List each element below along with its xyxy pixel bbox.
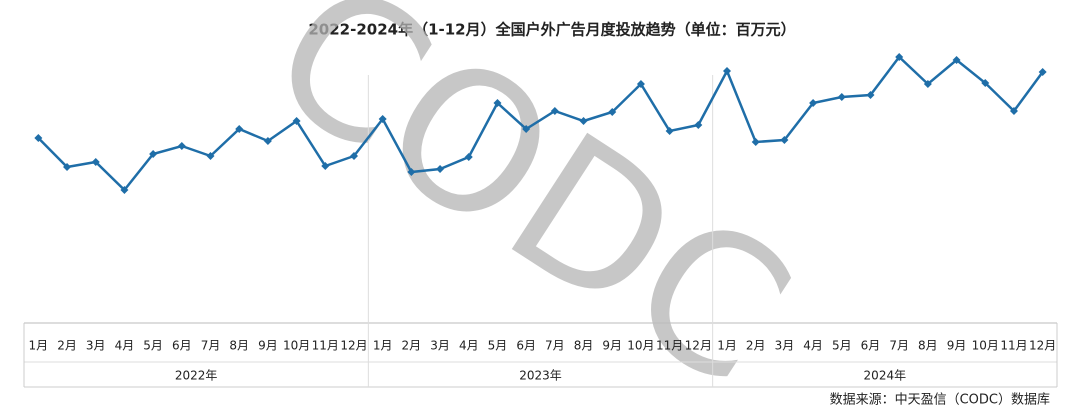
data-point	[436, 165, 445, 173]
x-tick-label: 12月	[1029, 339, 1056, 353]
x-tick-label: 8月	[918, 339, 938, 353]
x-tick-label: 2月	[402, 339, 422, 353]
x-tick-label: 4月	[459, 339, 479, 353]
data-point	[235, 125, 244, 133]
x-tick-label: 9月	[602, 339, 622, 353]
data-point	[349, 152, 358, 160]
data-point	[321, 162, 330, 170]
data-point	[407, 168, 416, 176]
data-point	[981, 79, 990, 87]
series-line	[37, 55, 1044, 192]
data-point	[378, 115, 387, 123]
x-tick-label: 11月	[1000, 339, 1027, 353]
x-tick-label: 10月	[972, 339, 999, 353]
source-note: 数据来源：中天盈信（CODC）数据库	[830, 392, 1050, 408]
x-tick-label: 2月	[57, 339, 77, 353]
x-tick-label: 7月	[545, 339, 565, 353]
data-point	[1038, 68, 1047, 76]
x-tick-label: 10月	[627, 339, 654, 353]
x-tick-label: 6月	[172, 339, 192, 353]
x-tick-label: 4月	[115, 339, 135, 353]
x-tick-label: 2月	[746, 339, 766, 353]
x-tick-label: 12月	[685, 339, 712, 353]
data-point	[579, 117, 588, 125]
data-point	[809, 99, 818, 107]
x-tick-label: 3月	[775, 339, 795, 353]
x-group-label: 2023年	[519, 369, 562, 383]
data-point	[263, 137, 272, 145]
x-tick-label: 1月	[717, 339, 737, 353]
x-tick-label: 1月	[373, 339, 393, 353]
x-tick-label: 11月	[656, 339, 683, 353]
x-tick-label: 3月	[430, 339, 450, 353]
x-tick-label: 7月	[889, 339, 909, 353]
data-point	[723, 67, 732, 75]
data-point	[34, 134, 43, 142]
data-point	[550, 107, 559, 115]
data-point	[694, 121, 703, 129]
data-point	[522, 125, 531, 133]
data-point	[177, 142, 186, 150]
x-tick-label: 7月	[201, 339, 221, 353]
data-point	[837, 93, 846, 101]
data-point	[464, 153, 473, 161]
data-point	[149, 150, 158, 158]
x-tick-label: 9月	[947, 339, 967, 353]
data-point	[1009, 107, 1018, 115]
data-point	[780, 136, 789, 144]
x-tick-label: 9月	[258, 339, 278, 353]
x-tick-label: 8月	[229, 339, 249, 353]
data-point	[91, 158, 100, 166]
data-point	[608, 108, 617, 116]
data-point	[952, 56, 961, 64]
data-point	[636, 80, 645, 88]
data-point	[866, 91, 875, 99]
data-point	[895, 53, 904, 61]
x-tick-label: 6月	[516, 339, 536, 353]
x-tick-label: 8月	[574, 339, 594, 353]
data-point	[665, 127, 674, 135]
x-tick-label: 10月	[283, 339, 310, 353]
data-point	[206, 152, 215, 160]
chart-title: 2022-2024年（1-12月）全国户外广告月度投放趋势（单位：百万元）	[308, 21, 795, 39]
x-group-label: 2024年	[864, 369, 907, 383]
x-tick-label: 1月	[29, 339, 49, 353]
x-tick-label: 6月	[861, 339, 881, 353]
x-tick-label: 5月	[143, 339, 163, 353]
x-tick-label: 5月	[488, 339, 508, 353]
x-tick-label: 3月	[86, 339, 106, 353]
data-point	[923, 80, 932, 88]
x-tick-label: 12月	[340, 339, 367, 353]
data-point	[63, 163, 72, 171]
x-tick-label: 4月	[803, 339, 823, 353]
data-point	[292, 117, 301, 125]
data-point	[493, 99, 502, 107]
x-group-label: 2022年	[175, 369, 218, 383]
x-tick-label: 5月	[832, 339, 852, 353]
data-point	[751, 138, 760, 146]
data-point	[120, 186, 129, 194]
x-tick-label: 11月	[312, 339, 339, 353]
